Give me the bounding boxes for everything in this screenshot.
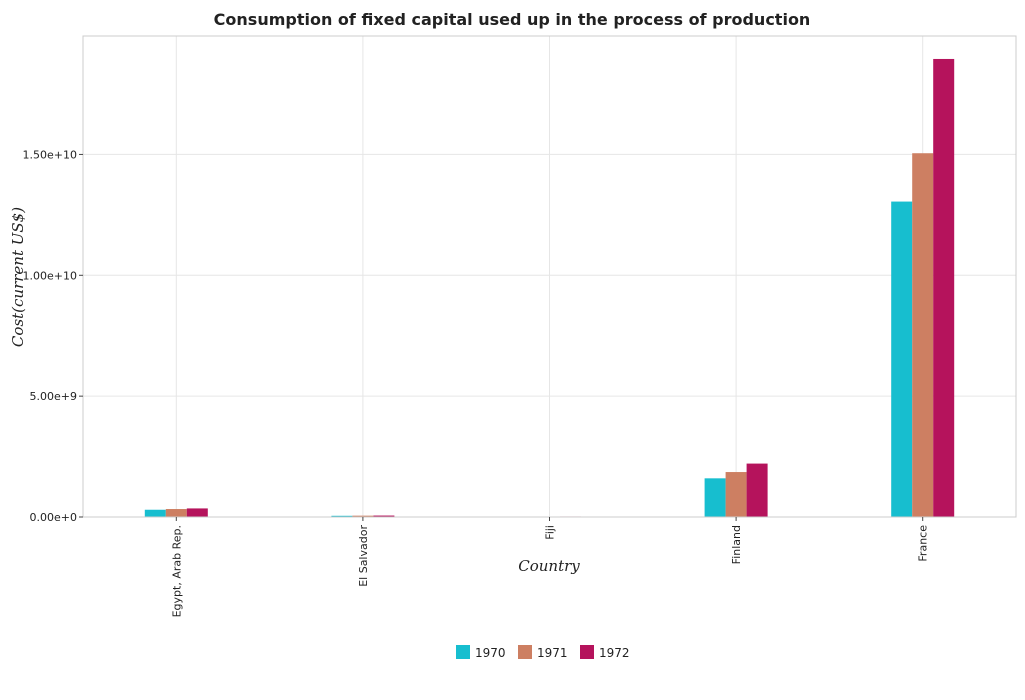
legend-label: 1972 (599, 646, 630, 660)
chart-title: Consumption of fixed capital used up in … (214, 10, 811, 29)
legend-label: 1971 (537, 646, 568, 660)
bar-1970-4 (891, 201, 913, 517)
x-tick-label: Fiji (544, 525, 557, 540)
bar-1972-3 (746, 463, 768, 517)
x-tick-label: Egypt, Arab Rep. (170, 525, 183, 617)
x-tick-label: El Salvador (357, 525, 370, 587)
x-axis-ticks: Egypt, Arab Rep. El Salvador Fiji Finland Fr… (170, 517, 930, 617)
legend-label: 1970 (475, 646, 506, 660)
bar-1970-3 (704, 478, 726, 517)
legend: 1970 1971 1972 (456, 645, 630, 660)
bar-1972-1 (373, 515, 395, 517)
y-axis-title: Cost(current US$) (9, 207, 27, 347)
bar-1971-3 (725, 472, 747, 517)
bar-1971-1 (352, 515, 374, 517)
bar-1971-4 (912, 153, 934, 517)
legend-swatch-1972 (580, 645, 594, 659)
y-tick-label: 5.00e+9 (30, 390, 77, 403)
bar-1970-0 (144, 509, 166, 517)
x-axis-title: Country (518, 557, 580, 575)
y-axis-ticks: 0.00e+0 5.00e+9 1.00e+10 1.50e+10 (23, 148, 83, 524)
grid (83, 36, 1016, 518)
legend-swatch-1971 (518, 645, 532, 659)
legend-swatch-1970 (456, 645, 470, 659)
bars (144, 58, 955, 517)
x-tick-label: Finland (730, 525, 743, 564)
x-tick-label: France (917, 525, 930, 562)
bar-1970-1 (331, 515, 353, 517)
y-tick-label: 1.50e+10 (23, 148, 77, 161)
bar-1971-0 (165, 509, 187, 517)
bar-1972-0 (186, 508, 208, 517)
y-tick-label: 0.00e+0 (30, 511, 77, 524)
bar-1972-4 (933, 58, 955, 517)
y-tick-label: 1.00e+10 (23, 269, 77, 282)
